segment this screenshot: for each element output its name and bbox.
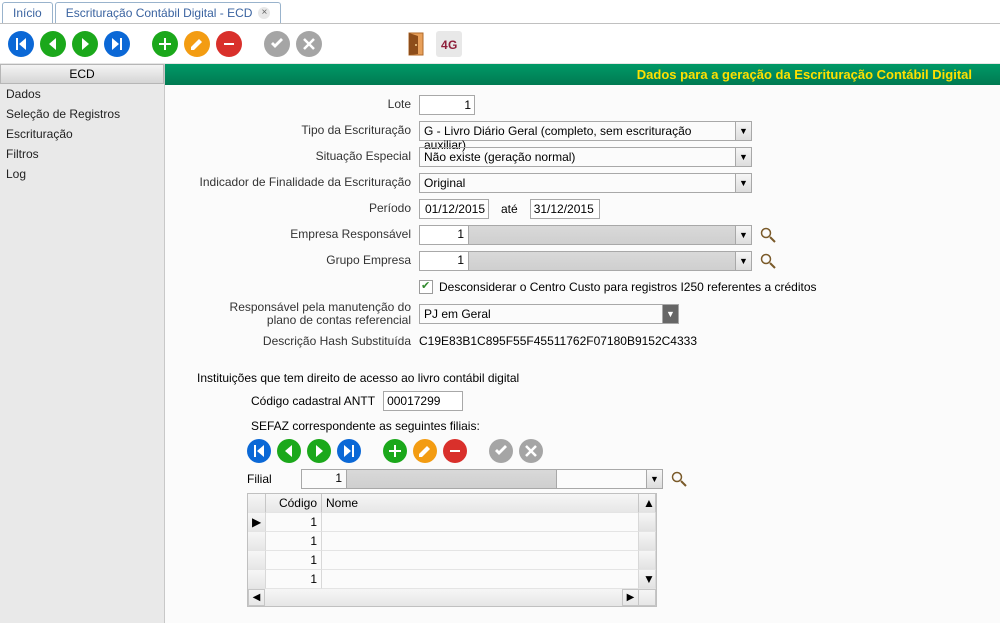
chevron-down-icon: ▼ [647,469,663,489]
label-empresa: Empresa Responsável [179,228,419,241]
sidebar: ECD Dados Seleção de Registros Escritura… [0,64,165,623]
tab-inicio[interactable]: Início [2,2,53,23]
row-pointer-icon: ▶ [248,513,266,532]
main-toolbar: 4G [0,24,1000,64]
scroll-down-icon[interactable]: ▼ [639,570,656,589]
form-dados: Lote Tipo da Escrituração G - Livro Diár… [165,85,1000,623]
add-button[interactable] [152,31,178,57]
situacao-select[interactable]: Não existe (geração normal)▼ [419,147,752,167]
chevron-down-icon: ▼ [735,122,751,140]
filial-delete-button[interactable] [443,439,467,463]
filial-last-button[interactable] [337,439,361,463]
label-periodo: Período [179,202,419,215]
edit-button[interactable] [184,31,210,57]
col-nome[interactable]: Nome [322,494,639,513]
delete-button[interactable] [216,31,242,57]
svg-text:G: G [448,38,457,52]
lote-field [419,95,475,115]
filial-confirm-button[interactable] [489,439,513,463]
label-codigo-antt: Código cadastral ANTT [251,394,375,408]
indicador-select[interactable]: Original▼ [419,173,752,193]
tipo-select[interactable]: G - Livro Diário Geral (completo, sem es… [419,121,752,141]
filial-first-button[interactable] [247,439,271,463]
app-logo-icon[interactable]: 4G [436,31,462,57]
table-row[interactable]: 1 ▼ [248,570,656,589]
label-instituicoes: Instituições que tem direito de acesso a… [197,371,986,385]
chevron-down-icon: ▼ [736,225,752,245]
exit-button[interactable] [404,31,430,57]
label-ate: até [493,202,526,216]
page-title-banner: Dados para a geração da Escrituração Con… [165,64,1000,85]
check-icon [419,280,433,294]
label-sefaz: SEFAZ correspondente as seguintes filiai… [251,419,986,433]
close-icon[interactable]: × [258,7,270,19]
hash-value: C19E83B1C895F55F45511762F07180B9152C4333 [419,332,697,350]
confirm-button[interactable] [264,31,290,57]
sidebar-item-log[interactable]: Log [0,164,164,184]
periodo-de-field[interactable] [419,199,489,219]
filial-next-button[interactable] [307,439,331,463]
sidebar-item-escrituracao[interactable]: Escrituração [0,124,164,144]
grupo-select[interactable]: 1 ▼ [419,251,752,271]
search-grupo-button[interactable] [760,253,776,269]
tab-ecd[interactable]: Escrituração Contábil Digital - ECD × [55,2,282,23]
chevron-down-icon: ▼ [736,251,752,271]
first-button[interactable] [8,31,34,57]
scroll-left-icon[interactable]: ◀ [248,589,265,606]
prev-button[interactable] [40,31,66,57]
sidebar-item-filtros[interactable]: Filtros [0,144,164,164]
table-row[interactable]: ▶ 1 [248,513,656,532]
label-situacao: Situação Especial [179,150,419,163]
chevron-down-icon: ▼ [735,148,751,166]
tab-bar: Início Escrituração Contábil Digital - E… [0,0,1000,24]
filial-prev-button[interactable] [277,439,301,463]
filial-grid: Código Nome ▲ ▶ 1 1 [247,493,657,607]
sidebar-item-dados[interactable]: Dados [0,84,164,104]
table-row[interactable]: 1 [248,532,656,551]
empresa-select[interactable]: 1 ▼ [419,225,752,245]
desconsiderar-checkbox[interactable]: Desconsiderar o Centro Custo para regist… [419,280,817,294]
next-button[interactable] [72,31,98,57]
label-filial: Filial [247,472,297,486]
codigo-antt-field[interactable] [383,391,463,411]
filial-select[interactable]: 1 ▼ [301,469,663,489]
table-row[interactable]: 1 [248,551,656,570]
label-desconsiderar: Desconsiderar o Centro Custo para regist… [439,280,817,294]
last-button[interactable] [104,31,130,57]
label-responsavel: Responsável pela manutenção do plano de … [179,301,419,327]
search-filial-button[interactable] [671,471,687,487]
grid-footer: ◀ ▶ [248,589,656,606]
sidebar-header: ECD [0,64,164,84]
filial-add-button[interactable] [383,439,407,463]
label-hash: Descrição Hash Substituída [179,335,419,348]
label-grupo: Grupo Empresa [179,254,419,267]
chevron-down-icon: ▼ [735,174,751,192]
label-tipo: Tipo da Escrituração [179,124,419,137]
content-area: Dados para a geração da Escrituração Con… [165,64,1000,623]
chevron-down-icon: ▼ [662,305,678,323]
periodo-ate-field[interactable] [530,199,600,219]
scroll-up-icon[interactable]: ▲ [639,494,656,513]
grid-header: Código Nome ▲ [248,494,656,513]
svg-text:4: 4 [441,38,448,52]
search-empresa-button[interactable] [760,227,776,243]
filial-edit-button[interactable] [413,439,437,463]
filial-cancel-button[interactable] [519,439,543,463]
cancel-button[interactable] [296,31,322,57]
responsavel-select[interactable]: PJ em Geral▼ [419,304,679,324]
scroll-right-icon[interactable]: ▶ [622,589,639,606]
instituicoes-section: Instituições que tem direito de acesso a… [189,371,986,607]
col-codigo[interactable]: Código [266,494,322,513]
sidebar-item-selecao[interactable]: Seleção de Registros [0,104,164,124]
tab-ecd-label: Escrituração Contábil Digital - ECD [66,6,253,20]
label-lote: Lote [179,98,419,111]
filial-toolbar [247,439,978,463]
label-indicador: Indicador de Finalidade da Escrituração [179,176,419,189]
